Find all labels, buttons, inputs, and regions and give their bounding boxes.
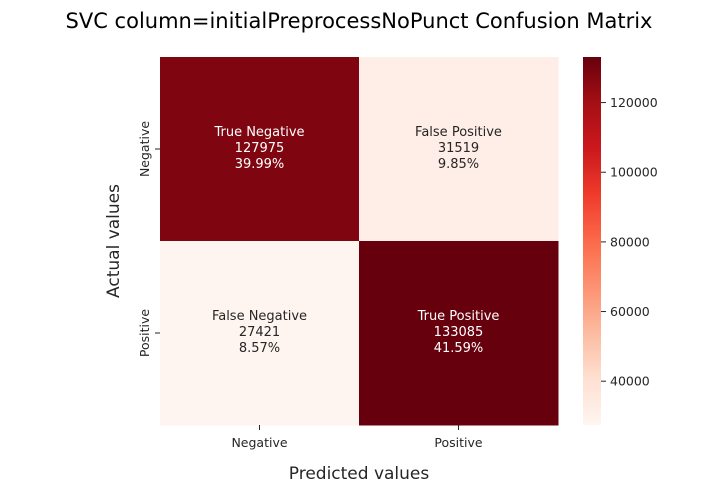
cell-count-label: 133085	[434, 325, 484, 340]
colorbar	[583, 57, 601, 425]
x-tick-label: Negative	[231, 435, 287, 450]
colorbar-ticks: 40000 60000 80000 100000 120000	[601, 95, 658, 389]
cell-percent-label: 39.99%	[235, 157, 285, 172]
cell-name-label: False Negative	[212, 309, 307, 324]
y-tick-label: Positive	[137, 309, 152, 357]
colorbar-tick-label: 100000	[610, 165, 658, 180]
cell-percent-label: 8.57%	[239, 341, 280, 356]
cell-count-label: 127975	[235, 141, 285, 156]
y-tick-label: Negative	[137, 121, 152, 177]
heatmap-cell	[160, 57, 360, 242]
colorbar-tick-label: 40000	[610, 374, 650, 389]
cell-name-label: False Positive	[415, 125, 502, 140]
x-tick-label: Positive	[434, 435, 482, 450]
heatmap-cell	[359, 241, 559, 426]
heatmap-cell	[160, 241, 360, 426]
colorbar-tick-label: 60000	[610, 304, 650, 319]
y-axis-label: Actual values	[104, 184, 124, 298]
cell-name-label: True Negative	[213, 125, 304, 140]
cell-percent-label: 9.85%	[438, 157, 479, 172]
cell-count-label: 31519	[438, 141, 479, 156]
x-axis-label: Predicted values	[289, 464, 430, 484]
heatmap-cell	[359, 57, 559, 242]
chart-title: SVC column=initialPreprocessNoPunct Conf…	[66, 9, 653, 33]
axis-ticks: Negative Positive Negative Positive	[137, 121, 483, 450]
heatmap-cells	[160, 57, 559, 426]
cell-name-label: True Positive	[417, 309, 500, 324]
cell-percent-label: 41.59%	[434, 341, 484, 356]
colorbar-tick-label: 120000	[610, 95, 658, 110]
colorbar-tick-label: 80000	[610, 234, 650, 249]
cell-count-label: 27421	[239, 325, 280, 340]
